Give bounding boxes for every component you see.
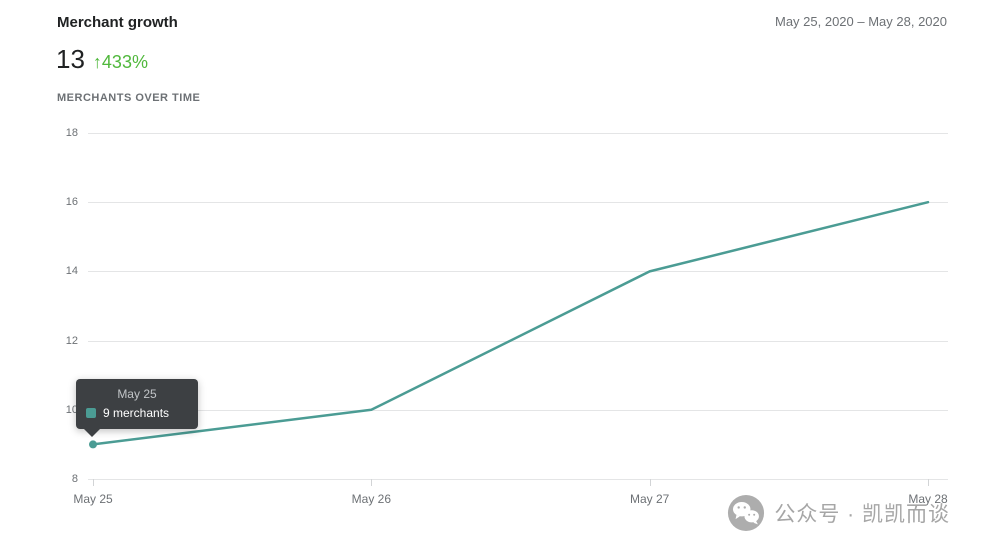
y-tick-label: 10 bbox=[65, 403, 78, 416]
gridline bbox=[88, 409, 948, 411]
gridline bbox=[88, 271, 948, 273]
page-title: Merchant growth bbox=[57, 14, 178, 31]
x-tick-label: May 26 bbox=[351, 492, 392, 506]
metric: 13 ↑433% bbox=[56, 44, 148, 75]
metric-delta-value: 433% bbox=[101, 52, 148, 72]
metric-delta: ↑433% bbox=[93, 52, 148, 73]
wechat-logo-icon bbox=[727, 494, 765, 532]
x-tick-label: May 28 bbox=[908, 492, 948, 506]
y-tick-label: 14 bbox=[65, 265, 78, 278]
x-tick-mark bbox=[371, 479, 373, 486]
metric-value: 13 bbox=[56, 44, 85, 74]
line-series bbox=[89, 200, 930, 449]
date-range: May 25, 2020 – May 28, 2020 bbox=[774, 14, 947, 29]
tooltip-row: 9 merchants bbox=[86, 406, 188, 420]
y-tick-label: 12 bbox=[65, 334, 78, 347]
y-tick-label: 16 bbox=[65, 196, 78, 209]
gridline bbox=[88, 133, 948, 134]
y-tick-label: 8 bbox=[71, 473, 78, 485]
tooltip-arrow-icon bbox=[84, 429, 100, 437]
series-swatch-icon bbox=[86, 408, 96, 418]
x-tick-mark bbox=[928, 479, 929, 486]
gridline bbox=[88, 202, 948, 204]
tooltip-value: 9 merchants bbox=[103, 406, 170, 420]
gridline bbox=[88, 479, 948, 480]
x-tick-label: May 25 bbox=[73, 492, 113, 506]
x-tick-mark bbox=[649, 479, 651, 486]
tooltip-date: May 25 bbox=[117, 387, 157, 401]
watermark-text: 公众号 · 凯凯而谈 bbox=[774, 503, 950, 526]
x-tick-label: May 27 bbox=[629, 492, 670, 506]
hovered-point[interactable] bbox=[89, 440, 97, 449]
y-tick-label: 18 bbox=[65, 127, 78, 139]
section-label: MERCHANTS OVER TIME bbox=[57, 92, 201, 104]
up-arrow-icon: ↑ bbox=[92, 52, 102, 72]
gridline bbox=[88, 340, 948, 342]
x-tick-mark bbox=[93, 479, 94, 486]
watermark: 公众号 · 凯凯而谈 bbox=[727, 494, 950, 532]
chart-tooltip: May 25 9 merchants bbox=[76, 379, 198, 437]
chart-plot-area[interactable] bbox=[88, 133, 948, 480]
